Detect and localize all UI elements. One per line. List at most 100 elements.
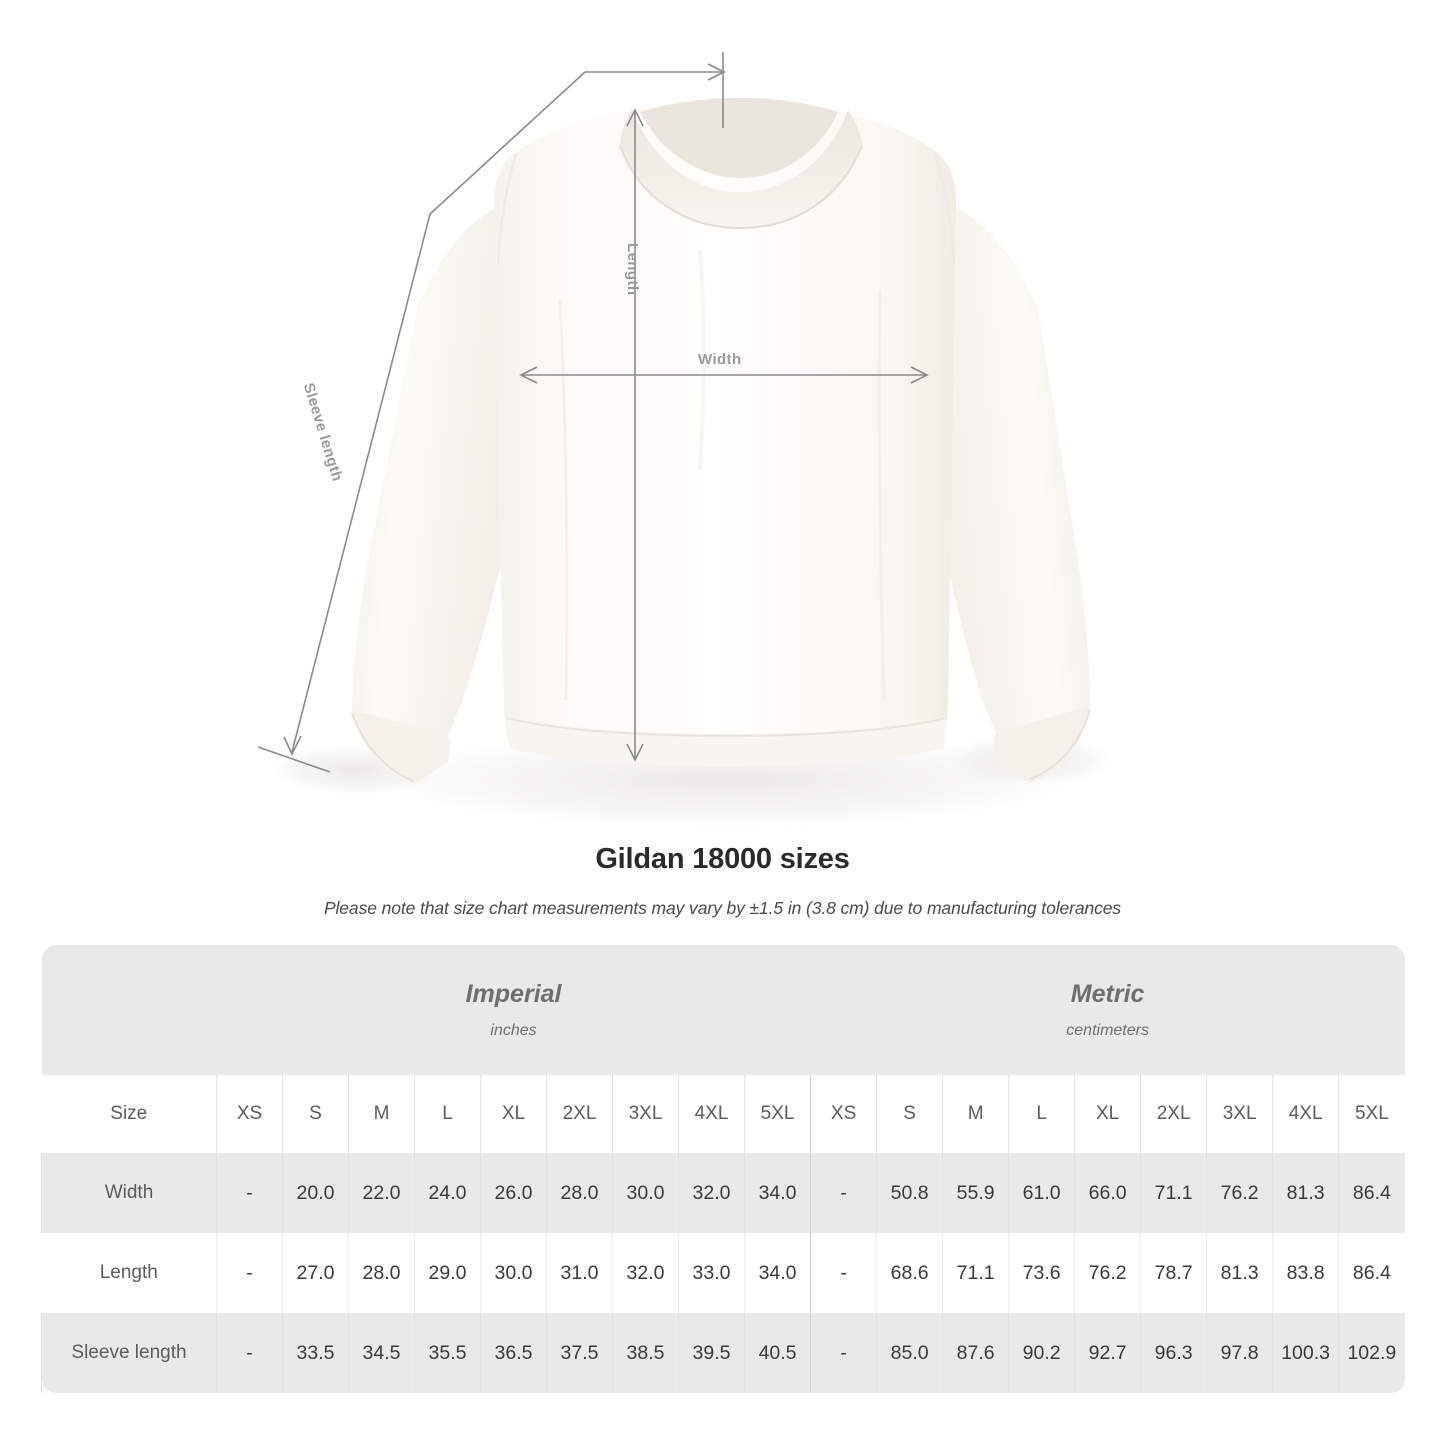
garment-shadow <box>325 725 1125 835</box>
cell-imperial: 36.5 <box>480 1313 547 1393</box>
cell-metric: 81.3 <box>1272 1153 1339 1233</box>
cell-metric: 96.3 <box>1140 1313 1207 1393</box>
cell-imperial: - <box>216 1153 283 1233</box>
cell-metric: 87.6 <box>942 1313 1009 1393</box>
right-sleeve <box>938 200 1090 733</box>
page-title: Gildan 18000 sizes <box>595 843 850 875</box>
cell-metric: 55.9 <box>942 1153 1009 1233</box>
cell-metric: 86.4 <box>1338 1153 1405 1233</box>
sleeve-arrowhead-bottom <box>283 735 302 756</box>
sleeve-reference-tick-bottom <box>257 746 331 773</box>
size-header-imperial-m: M <box>348 1075 415 1153</box>
cell-imperial: 35.5 <box>414 1313 481 1393</box>
cell-imperial: 26.0 <box>480 1153 547 1233</box>
cell-metric: 61.0 <box>1008 1153 1075 1233</box>
size-header-imperial-xl: XL <box>480 1075 547 1153</box>
cell-metric: 81.3 <box>1206 1233 1273 1313</box>
right-cuff-seam <box>1029 708 1091 780</box>
unit-sub-imperial: inches <box>490 1021 537 1039</box>
measurement-lines <box>257 52 929 773</box>
size-header-imperial-xs: XS <box>216 1075 283 1153</box>
size-header-metric-m: M <box>942 1075 1009 1153</box>
length-arrowhead-top <box>626 108 644 127</box>
sleeve-arrowhead-top <box>707 63 726 81</box>
title-block: Gildan 18000 sizes Please note that size… <box>0 843 1445 919</box>
unit-name-imperial: Imperial <box>465 979 562 1008</box>
sweatshirt-illustration <box>257 52 1125 835</box>
left-cuff <box>352 710 451 785</box>
unit-header-metric: Metric centimeters <box>810 945 1405 1075</box>
cell-metric: 100.3 <box>1272 1313 1339 1393</box>
cell-imperial: 20.0 <box>282 1153 349 1233</box>
size-header-imperial-3xl: 3XL <box>612 1075 679 1153</box>
cell-imperial: 31.0 <box>546 1233 613 1313</box>
cell-imperial: - <box>216 1233 283 1313</box>
collar-outer-seam <box>619 145 863 230</box>
garment-diagram: Length Width Sleeve length <box>257 52 1125 835</box>
cell-imperial: 39.5 <box>678 1313 745 1393</box>
cell-metric: - <box>810 1313 877 1393</box>
cell-imperial: 33.0 <box>678 1233 745 1313</box>
size-header-metric-3xl: 3XL <box>1206 1075 1273 1153</box>
cell-imperial: 30.0 <box>612 1153 679 1233</box>
table-row: Sleeve length -33.5 34.5 35.5 36.5 37.5 38.5 39… <box>41 1313 1405 1393</box>
size-header-imperial-4xl: 4XL <box>678 1075 745 1153</box>
cell-imperial: 34.0 <box>743 1233 811 1313</box>
length-arrowhead-bottom <box>626 743 644 762</box>
cell-imperial: 28.0 <box>546 1153 613 1233</box>
cell-imperial: 29.0 <box>414 1233 481 1313</box>
sleeve-length-line <box>291 71 586 753</box>
cell-imperial: 32.0 <box>612 1233 679 1313</box>
width-dimension-label: Width <box>698 351 742 368</box>
cell-imperial: 34.5 <box>348 1313 415 1393</box>
size-header-imperial-2xl: 2XL <box>546 1075 613 1153</box>
size-header-imperial-s: S <box>282 1075 349 1153</box>
size-header-metric-xl: XL <box>1074 1075 1141 1153</box>
cell-imperial: 30.0 <box>480 1233 547 1313</box>
size-header-metric-s: S <box>876 1075 943 1153</box>
unit-band-row: Imperial inches Metric centimeters <box>41 945 1405 1075</box>
bottom-hem-seam <box>506 717 946 737</box>
cell-metric: 83.8 <box>1272 1233 1339 1313</box>
right-shoulder-seam <box>932 151 956 265</box>
unit-band-spacer <box>41 945 217 1075</box>
size-header-metric-5xl: 5XL <box>1338 1075 1405 1153</box>
fabric-fold-1 <box>558 299 569 701</box>
right-cuff <box>993 706 1090 783</box>
row-label-width: Width <box>41 1153 217 1233</box>
cell-metric: - <box>810 1233 877 1313</box>
bottom-hem <box>506 716 946 766</box>
cell-metric: 68.6 <box>876 1233 943 1313</box>
cell-metric: 86.4 <box>1338 1233 1405 1313</box>
cell-metric: 66.0 <box>1074 1153 1141 1233</box>
unit-name-metric: Metric <box>1070 979 1145 1008</box>
collar-ribbing <box>620 110 862 228</box>
cell-metric: 76.2 <box>1206 1153 1273 1233</box>
cell-metric: 73.6 <box>1008 1233 1075 1313</box>
cell-metric: 71.1 <box>1140 1153 1207 1233</box>
size-header-imperial-l: L <box>414 1075 481 1153</box>
unit-header-imperial: Imperial inches <box>216 945 811 1075</box>
length-dimension-label: Length <box>624 243 641 296</box>
unit-sub-metric: centimeters <box>1066 1021 1149 1039</box>
row-label-length: Length <box>99 1262 158 1283</box>
fabric-fold-2 <box>877 289 886 701</box>
cell-metric: 78.7 <box>1140 1233 1207 1313</box>
table-row: Length -27.0 28.0 29.0 30.0 31.0 32.0 33.0 34.0-… <box>41 1233 1405 1313</box>
left-shoulder-seam <box>496 153 518 265</box>
cell-metric: 102.9 <box>1338 1313 1405 1393</box>
cell-metric: 90.2 <box>1008 1313 1075 1393</box>
size-header-label: Size <box>110 1103 148 1124</box>
cell-imperial: 38.5 <box>612 1313 679 1393</box>
cell-imperial: 22.0 <box>348 1153 415 1233</box>
cell-imperial: 33.5 <box>282 1313 349 1393</box>
size-header-metric-4xl: 4XL <box>1272 1075 1339 1153</box>
width-arrowhead-right <box>910 366 929 384</box>
size-header-metric-2xl: 2XL <box>1140 1075 1207 1153</box>
cell-metric: 85.0 <box>876 1313 943 1393</box>
cell-imperial: 27.0 <box>282 1233 349 1313</box>
left-cuff-seam <box>351 712 415 782</box>
cell-imperial: 34.0 <box>743 1153 811 1233</box>
size-header-metric-l: L <box>1008 1075 1075 1153</box>
cell-imperial: 37.5 <box>546 1313 613 1393</box>
